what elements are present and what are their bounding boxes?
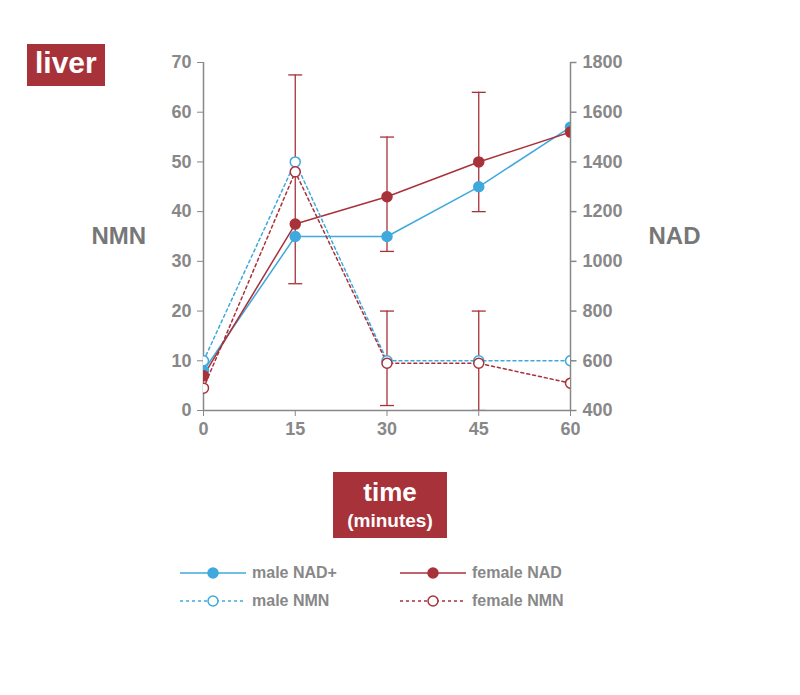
svg-text:1800: 1800 xyxy=(583,52,623,72)
svg-text:600: 600 xyxy=(583,351,613,371)
svg-text:50: 50 xyxy=(171,152,191,172)
html-text:time: time xyxy=(363,477,417,507)
html-text:liver: liver xyxy=(35,46,97,79)
svg-text:20: 20 xyxy=(171,301,191,321)
svg-text:1600: 1600 xyxy=(583,102,623,122)
html-text:male NAD+: male NAD+ xyxy=(252,564,337,582)
html-text:(minutes): (minutes) xyxy=(347,509,433,531)
svg-text:400: 400 xyxy=(583,400,613,420)
svg-text:70: 70 xyxy=(171,52,191,72)
svg-text:1400: 1400 xyxy=(583,152,623,172)
svg-text:40: 40 xyxy=(171,201,191,221)
svg-text:0: 0 xyxy=(181,400,191,420)
html-text:female NMN: female NMN xyxy=(472,592,564,610)
svg-text:10: 10 xyxy=(171,351,191,371)
svg-text:15: 15 xyxy=(285,419,305,439)
svg-text:1000: 1000 xyxy=(583,251,623,271)
html-text:female NAD: female NAD xyxy=(472,564,562,582)
svg-text:800: 800 xyxy=(583,301,613,321)
svg-text:NAD: NAD xyxy=(649,222,701,249)
svg-text:60: 60 xyxy=(560,419,580,439)
svg-text:0: 0 xyxy=(198,419,208,439)
svg-text:NMN: NMN xyxy=(92,222,147,249)
svg-text:60: 60 xyxy=(171,102,191,122)
html-text:male NMN: male NMN xyxy=(252,592,330,610)
svg-text:30: 30 xyxy=(377,419,397,439)
svg-text:30: 30 xyxy=(171,251,191,271)
svg-text:1200: 1200 xyxy=(583,201,623,221)
svg-text:45: 45 xyxy=(469,419,489,439)
